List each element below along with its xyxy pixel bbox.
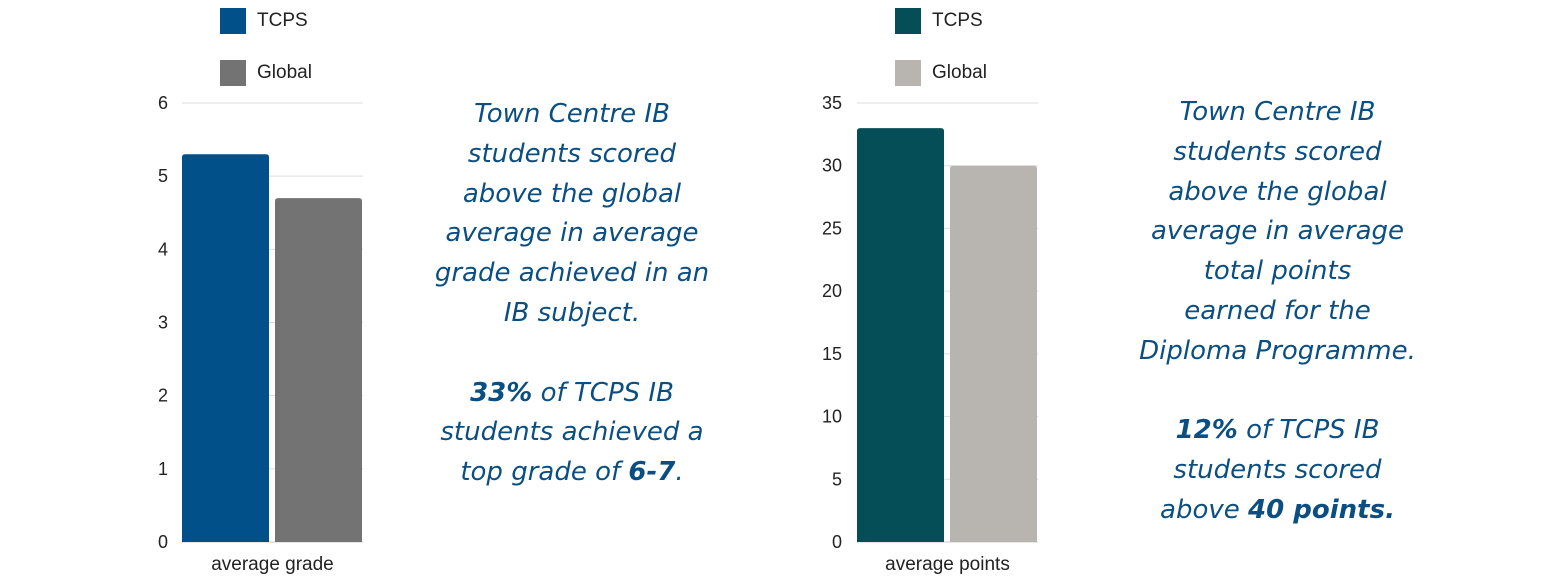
stat-text: above: [1160, 494, 1249, 525]
stat-line: above 40 points.: [1105, 491, 1450, 531]
y-tick-label: 20: [822, 281, 842, 301]
stat-line: students achieved a: [440, 417, 704, 448]
x-category-label: average grade: [211, 554, 334, 575]
stat-text: top grade of: [460, 457, 629, 488]
stat-text: .: [675, 457, 684, 488]
y-tick-label: 15: [822, 344, 842, 364]
stat-highlight: 40 points.: [1248, 494, 1395, 525]
chart-2: 0 5 10 15 20 25 30 35 average points: [770, 0, 1070, 583]
y-tick-label: 4: [158, 239, 168, 259]
callout-right: Town Centre IB students scored above the…: [1105, 93, 1450, 531]
callout-line: above the global: [1168, 176, 1387, 207]
legend-label: TCPS: [257, 10, 308, 31]
legend-item-tcps: TCPS: [220, 8, 308, 34]
legend-swatch: [220, 8, 246, 34]
callout-line: IB subject.: [503, 297, 641, 328]
chart-2-svg: 0 5 10 15 20 25 30 35 average points: [822, 93, 1038, 575]
y-tick-label: 25: [822, 218, 842, 238]
bar-global: [950, 165, 1037, 542]
callout-line: average in average: [1150, 216, 1405, 247]
stat-highlight: 6-7: [628, 457, 676, 488]
chart-1: 0 1 2 3 4 5 6 average grade: [0, 0, 420, 583]
legend-label: Global: [932, 62, 987, 83]
stat-text: of TCPS IB: [1237, 415, 1380, 446]
callout-line: total points: [1203, 256, 1352, 287]
y-tick-label: 10: [822, 407, 842, 427]
y-tick-label: 6: [158, 93, 168, 113]
stat-line: students scored: [1173, 455, 1382, 486]
y-tick-label: 0: [832, 532, 842, 552]
y-tick-label: 30: [822, 156, 842, 176]
callout-line: Town Centre IB: [1179, 97, 1376, 127]
y-tick-label: 2: [158, 386, 168, 406]
chart-1-svg: 0 1 2 3 4 5 6 average grade: [158, 93, 363, 575]
callout-line: Diploma Programme.: [1139, 335, 1416, 366]
x-category-label: average points: [885, 554, 1010, 575]
callout-left: Town Centre IB students scored above the…: [402, 95, 742, 493]
legend-swatch: [895, 8, 921, 34]
callout-line: students scored: [1173, 136, 1382, 167]
legend-item-global: Global: [895, 60, 987, 86]
y-tick-label: 5: [832, 469, 842, 489]
stat-line: 12% of TCPS IB: [1105, 411, 1450, 451]
y-tick-label: 5: [158, 166, 168, 186]
y-tick-label: 35: [822, 93, 842, 113]
y-tick-label: 0: [158, 532, 168, 552]
callout-line: earned for the: [1184, 295, 1371, 326]
legend-label: Global: [257, 62, 312, 83]
legend-item-global: Global: [220, 60, 312, 86]
callout-line: Town Centre IB: [474, 99, 670, 129]
y-tick-label: 3: [158, 313, 168, 333]
stat-highlight: 12%: [1175, 415, 1238, 446]
bar-tcps: [857, 128, 944, 543]
legend-swatch: [220, 60, 246, 86]
bar-tcps: [182, 154, 269, 542]
legend-swatch: [895, 60, 921, 86]
callout-line: average in average: [445, 218, 699, 249]
bar-global: [275, 198, 362, 542]
stat-highlight: 33%: [470, 377, 533, 408]
legend-item-tcps: TCPS: [895, 8, 983, 34]
callout-line: grade achieved in an: [434, 258, 710, 289]
stat-line: 33% of TCPS IB: [402, 374, 742, 414]
callout-line: students scored: [467, 138, 677, 169]
stat-text: of TCPS IB: [532, 377, 674, 408]
callout-line: above the global: [462, 178, 682, 209]
legend-label: TCPS: [932, 10, 983, 31]
stat-line: top grade of 6-7.: [402, 453, 742, 493]
y-tick-label: 1: [158, 459, 168, 479]
